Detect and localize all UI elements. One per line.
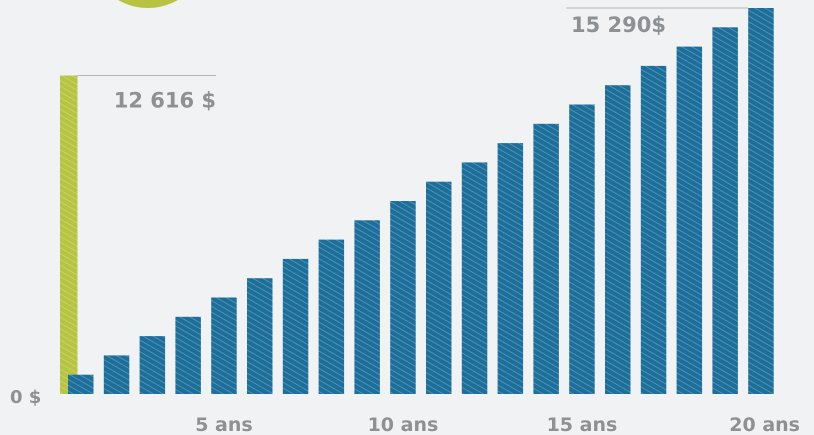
bar-year-5	[211, 297, 237, 394]
initial-bar	[60, 75, 78, 394]
x-axis-tick-label: 5 ans	[195, 414, 253, 435]
bar-year-17	[640, 65, 667, 395]
bar-year-3	[139, 336, 166, 394]
y-axis-tick-label: 0 $	[10, 387, 41, 408]
bar-year-18	[676, 46, 703, 394]
x-axis-tick-label: 20 ans	[729, 414, 800, 435]
bar-year-20	[748, 8, 774, 394]
annotations-layer: 12 616 $ 15 290$	[77, 7, 749, 113]
tick-labels-layer: 0 $ 5 ans 10 ans 15 ans 20 ans	[10, 387, 800, 435]
bar-year-15	[569, 104, 595, 394]
green-circle-decoration	[118, 0, 178, 8]
annotation-label: 15 290$	[571, 13, 666, 37]
bar-year-12	[461, 162, 488, 394]
bar-year-16	[605, 85, 631, 394]
bar-year-7	[282, 258, 309, 394]
bar-year-19	[712, 27, 738, 395]
bar-year-8	[318, 239, 345, 394]
bar-year-4	[175, 316, 201, 394]
x-axis-tick-label: 10 ans	[368, 414, 439, 435]
bars-layer	[60, 8, 774, 395]
bar-year-14	[533, 123, 559, 395]
x-axis-tick-label: 15 ans	[547, 414, 618, 435]
bar-year-2	[103, 355, 130, 394]
bar-year-9	[354, 220, 380, 394]
annotation-label: 12 616 $	[114, 89, 216, 113]
bar-year-6	[247, 278, 273, 394]
bar-year-1	[68, 374, 94, 394]
bar-year-10	[390, 201, 416, 394]
bar-year-11	[426, 181, 452, 394]
bar-year-13	[497, 143, 524, 394]
